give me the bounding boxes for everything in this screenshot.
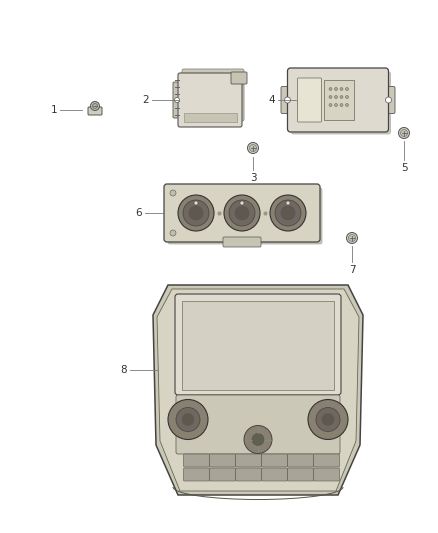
FancyBboxPatch shape (184, 468, 209, 481)
Circle shape (194, 201, 198, 205)
FancyBboxPatch shape (287, 68, 389, 132)
Text: 6: 6 (135, 208, 142, 218)
Circle shape (91, 101, 99, 110)
FancyBboxPatch shape (176, 395, 340, 454)
Polygon shape (157, 289, 359, 491)
Circle shape (168, 400, 208, 440)
Circle shape (170, 230, 176, 236)
FancyBboxPatch shape (236, 468, 261, 481)
Circle shape (340, 103, 343, 107)
Circle shape (385, 97, 392, 103)
Circle shape (335, 87, 338, 91)
Circle shape (286, 201, 290, 205)
Circle shape (176, 408, 200, 432)
Circle shape (178, 195, 214, 231)
Circle shape (329, 95, 332, 99)
Circle shape (189, 206, 203, 220)
FancyBboxPatch shape (182, 69, 244, 121)
FancyBboxPatch shape (209, 454, 236, 467)
Circle shape (322, 414, 334, 425)
Circle shape (316, 408, 340, 432)
Circle shape (335, 95, 338, 99)
Circle shape (170, 190, 176, 196)
FancyBboxPatch shape (314, 468, 339, 481)
FancyBboxPatch shape (173, 82, 182, 118)
Text: 7: 7 (349, 265, 355, 275)
Circle shape (92, 103, 98, 109)
Circle shape (244, 425, 272, 454)
FancyBboxPatch shape (223, 237, 261, 247)
Text: 3: 3 (250, 173, 256, 183)
Circle shape (270, 195, 306, 231)
FancyBboxPatch shape (382, 86, 395, 114)
Circle shape (400, 130, 407, 136)
Circle shape (329, 103, 332, 107)
Text: 5: 5 (401, 163, 407, 173)
FancyBboxPatch shape (287, 454, 314, 467)
FancyBboxPatch shape (88, 107, 102, 115)
FancyBboxPatch shape (168, 188, 322, 244)
FancyBboxPatch shape (184, 454, 209, 467)
Circle shape (281, 206, 295, 220)
Circle shape (399, 127, 410, 139)
FancyBboxPatch shape (231, 72, 247, 84)
FancyBboxPatch shape (164, 184, 320, 242)
Text: 8: 8 (120, 365, 127, 375)
FancyBboxPatch shape (314, 454, 339, 467)
Circle shape (308, 400, 348, 440)
Circle shape (340, 95, 343, 99)
Circle shape (346, 103, 349, 107)
Text: 1: 1 (50, 105, 57, 115)
Text: 2: 2 (142, 95, 149, 105)
FancyBboxPatch shape (297, 78, 321, 122)
FancyBboxPatch shape (261, 468, 287, 481)
Circle shape (285, 97, 290, 103)
Text: 4: 4 (268, 95, 275, 105)
Polygon shape (153, 285, 363, 495)
Circle shape (252, 433, 264, 446)
Circle shape (329, 87, 332, 91)
FancyBboxPatch shape (236, 454, 261, 467)
Circle shape (340, 87, 343, 91)
FancyBboxPatch shape (182, 301, 334, 390)
Circle shape (275, 200, 301, 226)
Circle shape (247, 142, 258, 154)
Circle shape (346, 87, 349, 91)
Circle shape (240, 201, 244, 205)
FancyBboxPatch shape (324, 80, 353, 120)
Circle shape (235, 206, 249, 220)
Circle shape (349, 235, 356, 241)
Circle shape (250, 144, 257, 151)
Circle shape (346, 232, 357, 244)
FancyBboxPatch shape (178, 73, 242, 127)
Circle shape (346, 95, 349, 99)
Circle shape (335, 103, 338, 107)
FancyBboxPatch shape (292, 72, 391, 134)
FancyBboxPatch shape (175, 294, 341, 395)
FancyBboxPatch shape (281, 86, 294, 114)
FancyBboxPatch shape (287, 468, 314, 481)
Circle shape (183, 200, 209, 226)
Circle shape (174, 98, 180, 102)
Circle shape (229, 200, 255, 226)
FancyBboxPatch shape (184, 112, 237, 122)
Circle shape (224, 195, 260, 231)
FancyBboxPatch shape (209, 468, 236, 481)
FancyBboxPatch shape (261, 454, 287, 467)
Circle shape (182, 414, 194, 425)
